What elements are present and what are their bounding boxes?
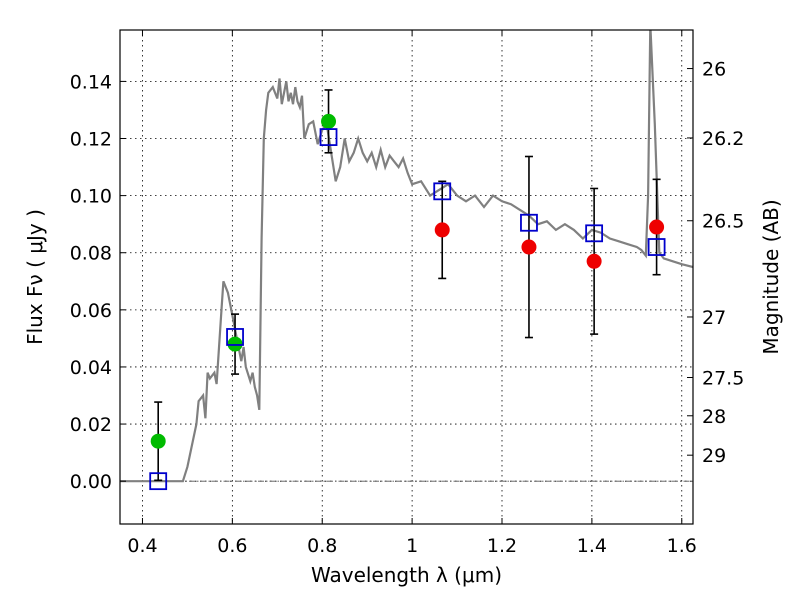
red-data-point xyxy=(521,239,537,255)
y2-tick-label: 26.2 xyxy=(702,128,744,150)
model-photometry-square xyxy=(226,328,244,346)
model-photometry-square xyxy=(647,238,666,256)
errorbars xyxy=(154,89,661,482)
y2-tick-label: 27.5 xyxy=(702,368,744,390)
model-photometry-square xyxy=(149,472,168,491)
y-tick-label: 0.08 xyxy=(70,243,112,265)
red-data-point xyxy=(586,253,602,269)
x-tick-label: 1 xyxy=(406,535,418,557)
y2-axis-label: Magnitude (AB) xyxy=(759,199,783,354)
plot-frame xyxy=(119,29,694,525)
y2-tick-label: 27 xyxy=(702,307,726,329)
y-tick-label: 0.10 xyxy=(70,186,112,208)
x-tick-label: 0.4 xyxy=(127,535,157,557)
x-axis-label: Wavelength λ (μm) xyxy=(311,563,502,587)
y-tick-label: 0.12 xyxy=(70,129,112,151)
y-tick-label: 0.14 xyxy=(70,71,112,93)
red-data-point xyxy=(649,219,665,235)
x-tick-label: 1.6 xyxy=(667,535,697,557)
data-points xyxy=(149,113,666,491)
y-tick-label: 0.06 xyxy=(70,300,112,322)
y-tick-label: 0.02 xyxy=(70,414,112,436)
model-spectrum-line xyxy=(120,30,693,483)
green-data-point xyxy=(150,433,166,449)
y-tick-label: 0.00 xyxy=(70,471,112,493)
x-tick-label: 0.6 xyxy=(217,535,247,557)
y2-tick-label: 28 xyxy=(702,406,726,428)
grid-lines xyxy=(120,30,693,524)
x-tick-label: 1.2 xyxy=(487,535,517,557)
model-photometry-square xyxy=(520,213,538,232)
model-photometry-square xyxy=(433,182,452,201)
y2-tick-label: 26 xyxy=(702,59,726,81)
red-data-point xyxy=(434,222,450,238)
x-tick-label: 1.4 xyxy=(577,535,607,557)
green-data-point xyxy=(321,113,337,129)
y-tick-label: 0.04 xyxy=(70,357,112,379)
y2-tick-label: 26.5 xyxy=(702,211,744,233)
y-axis-label: Flux Fν ( μJy ) xyxy=(23,209,47,345)
y2-tick-label: 29 xyxy=(702,445,726,467)
model-photometry-square xyxy=(585,224,604,243)
x-tick-label: 0.8 xyxy=(307,535,337,557)
axis-ticks: 0.4 0.6 0.8 1 1.2 1.4 1.6 0.00 0.02 0.04 0.06 0.08 0… xyxy=(70,30,744,557)
model-photometry-square xyxy=(319,128,338,146)
